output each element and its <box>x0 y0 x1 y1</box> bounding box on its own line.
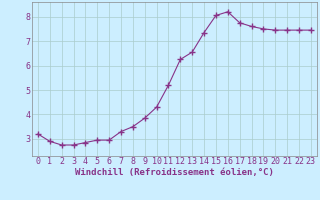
X-axis label: Windchill (Refroidissement éolien,°C): Windchill (Refroidissement éolien,°C) <box>75 168 274 177</box>
